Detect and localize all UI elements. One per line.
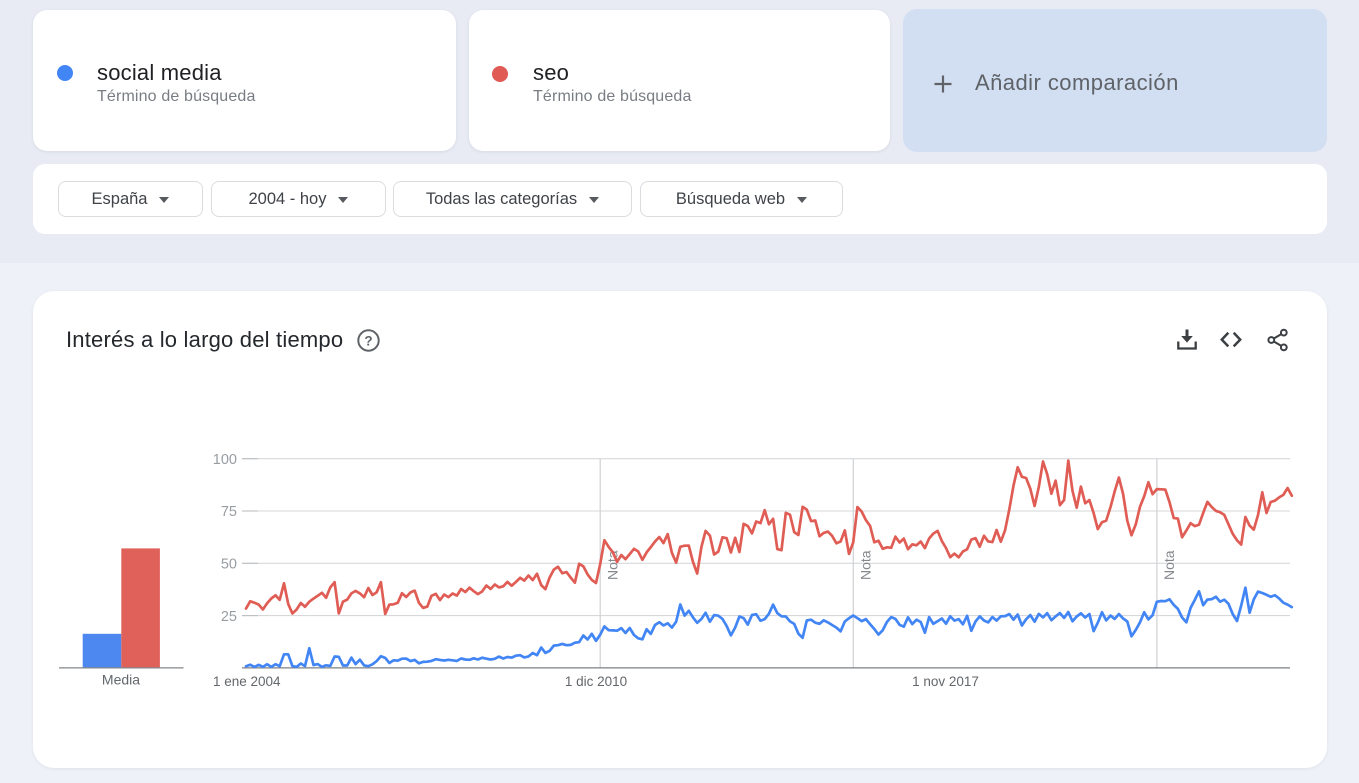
svg-text:1 dic 2010: 1 dic 2010 bbox=[565, 674, 627, 689]
svg-text:Nota: Nota bbox=[1161, 550, 1177, 580]
svg-text:25: 25 bbox=[221, 609, 237, 625]
svg-text:100: 100 bbox=[213, 452, 237, 468]
svg-text:75: 75 bbox=[221, 504, 237, 520]
svg-text:Media: Media bbox=[102, 672, 140, 688]
svg-text:1 nov 2017: 1 nov 2017 bbox=[912, 674, 979, 689]
svg-text:Nota: Nota bbox=[858, 550, 874, 580]
svg-text:1 ene 2004: 1 ene 2004 bbox=[213, 674, 281, 689]
svg-text:50: 50 bbox=[221, 557, 237, 573]
svg-text:?: ? bbox=[364, 333, 372, 348]
